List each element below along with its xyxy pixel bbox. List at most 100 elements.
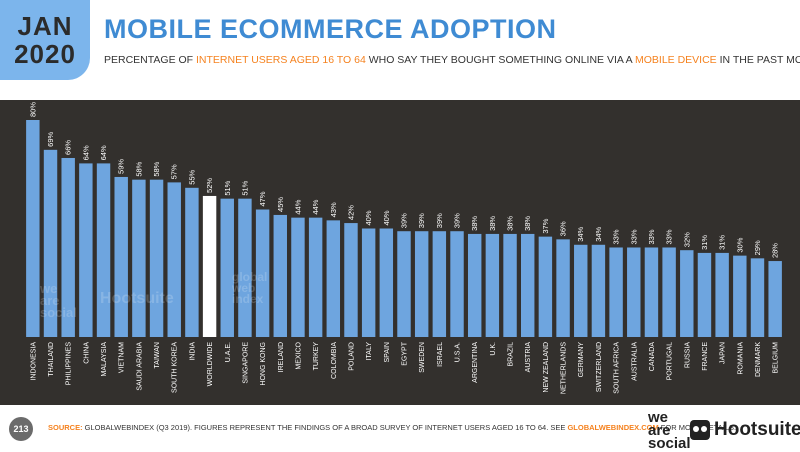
value-label-brazil: 38%	[506, 216, 515, 231]
value-label-canada: 33%	[647, 229, 656, 244]
category-label-romania: ROMANIA	[737, 342, 744, 375]
bar-chart: 80% INDONESIA 69% THAILAND 66% PHILIPPINES 64%…	[26, 102, 782, 394]
value-label-russia: 32%	[682, 232, 691, 247]
category-label-u-k: U.K.	[490, 342, 497, 356]
value-label-south-korea: 57%	[170, 164, 179, 179]
source-link[interactable]: GLOBALWEBINDEX.COM	[567, 423, 659, 432]
hootsuite-logo: Hootsuite	[690, 419, 800, 441]
value-label-vietnam: 59%	[117, 159, 126, 174]
subtitle-part-3: IN THE PAST MONTH	[719, 54, 800, 66]
bar-u-a-e	[220, 198, 234, 337]
category-label-colombia: COLOMBIA	[331, 342, 338, 379]
value-label-france: 31%	[700, 235, 709, 250]
bar-mexico	[291, 217, 305, 337]
value-label-netherlands: 36%	[559, 221, 568, 236]
value-label-argentina: 38%	[470, 216, 479, 231]
value-label-belgium: 28%	[771, 243, 780, 258]
value-label-israel: 39%	[435, 213, 444, 228]
bar-germany	[574, 244, 588, 337]
bar-singapore	[238, 198, 252, 337]
bar-u-s-a	[450, 231, 464, 337]
category-label-u-a-e: U.A.E.	[225, 342, 232, 362]
value-label-italy: 40%	[364, 210, 373, 225]
category-label-worldwide: WORLDWIDE	[207, 342, 214, 387]
category-label-canada: CANADA	[649, 342, 656, 372]
bar-worldwide	[202, 195, 217, 337]
value-label-poland: 42%	[346, 205, 355, 220]
value-label-u-k: 38%	[488, 216, 497, 231]
slide-title: MOBILE ECOMMERCE ADOPTION	[104, 14, 557, 44]
value-label-u-a-e: 51%	[223, 180, 232, 195]
bar-argentina	[467, 233, 482, 337]
bar-malaysia	[96, 163, 111, 337]
category-label-switzerland: SWITZERLAND	[596, 342, 603, 392]
category-label-belgium: BELGIUM	[773, 342, 780, 374]
value-label-saudi-arabia: 58%	[134, 161, 143, 176]
category-label-mexico: MEXICO	[295, 341, 302, 369]
bar-new-zealand	[538, 236, 553, 337]
footer: 213 SOURCE: GLOBALWEBINDEX (Q3 2019). FI…	[0, 405, 800, 452]
value-label-denmark: 29%	[753, 240, 762, 255]
value-label-u-s-a: 39%	[453, 213, 462, 228]
category-label-brazil: BRAZIL	[508, 342, 515, 367]
category-label-vietnam: VIETNAM	[119, 342, 126, 373]
subtitle-part-2: WHO SAY THEY BOUGHT SOMETHING ONLINE VIA…	[365, 54, 635, 66]
value-label-hong-kong: 47%	[258, 191, 267, 206]
bar-hong-kong	[255, 209, 270, 337]
category-label-netherlands: NETHERLANDS	[561, 342, 568, 394]
bar-south-africa	[609, 247, 623, 337]
category-label-south-korea: SOUTH KOREA	[172, 342, 179, 393]
bar-romania	[733, 255, 747, 338]
value-label-philippines: 66%	[64, 140, 73, 155]
hootsuite-logo-text: Hootsuite	[714, 419, 800, 440]
bar-egypt	[397, 231, 411, 337]
category-label-denmark: DENMARK	[755, 342, 762, 377]
value-label-thailand: 69%	[46, 131, 55, 146]
category-label-germany: GERMANY	[578, 342, 585, 378]
category-label-sweden: SWEDEN	[419, 342, 426, 373]
value-label-new-zealand: 37%	[541, 218, 550, 233]
category-label-thailand: THAILAND	[48, 342, 55, 377]
source-text: GLOBALWEBINDEX (Q3 2019). FIGURES REPRES…	[82, 423, 568, 432]
value-label-malaysia: 64%	[99, 145, 108, 160]
bar-canada	[644, 247, 659, 337]
category-label-france: FRANCE	[702, 342, 709, 371]
category-label-china: CHINA	[83, 342, 90, 364]
category-label-south-africa: SOUTH AFRICA	[614, 342, 621, 394]
bar-russia	[680, 250, 694, 337]
subtitle-highlight-1: INTERNET USERS AGED 16 TO 64	[195, 54, 366, 66]
category-label-poland: POLAND	[348, 342, 355, 371]
date-badge: JAN 2020	[0, 0, 90, 80]
bar-colombia	[326, 220, 341, 337]
bar-denmark	[750, 258, 765, 337]
bar-taiwan	[149, 179, 164, 337]
value-label-romania: 30%	[735, 237, 744, 252]
bar-sweden	[414, 231, 429, 337]
category-label-ireland: IRELAND	[278, 342, 285, 372]
bar-australia	[627, 247, 641, 337]
bar-south-korea	[167, 182, 181, 337]
value-label-egypt: 39%	[400, 213, 409, 228]
bar-vietnam	[114, 176, 128, 337]
bar-saudi-arabia	[132, 179, 146, 337]
category-label-saudi-arabia: SAUDI ARABIA	[136, 342, 143, 391]
value-label-taiwan: 58%	[152, 161, 161, 176]
category-label-u-s-a: U.S.A.	[455, 342, 462, 362]
category-label-indonesia: INDONESIA	[30, 342, 37, 381]
value-label-worldwide: 52%	[205, 178, 214, 193]
value-label-south-africa: 33%	[612, 229, 621, 244]
we-are-social-logo: we are social	[648, 409, 691, 452]
bar-italy	[361, 228, 376, 337]
bar-belgium	[768, 261, 782, 337]
source-label: SOURCE:	[48, 423, 83, 432]
value-label-indonesia: 80%	[28, 102, 37, 117]
date-month: JAN	[17, 11, 73, 41]
slide-subtitle: PERCENTAGE OF INTERNET USERS AGED 16 TO …	[104, 54, 800, 66]
bar-china	[79, 163, 93, 337]
bar-u-k	[485, 233, 500, 337]
value-label-colombia: 43%	[329, 202, 338, 217]
category-label-spain: SPAIN	[384, 342, 391, 363]
category-label-singapore: SINGAPORE	[242, 342, 249, 384]
bar-austria	[521, 233, 535, 337]
